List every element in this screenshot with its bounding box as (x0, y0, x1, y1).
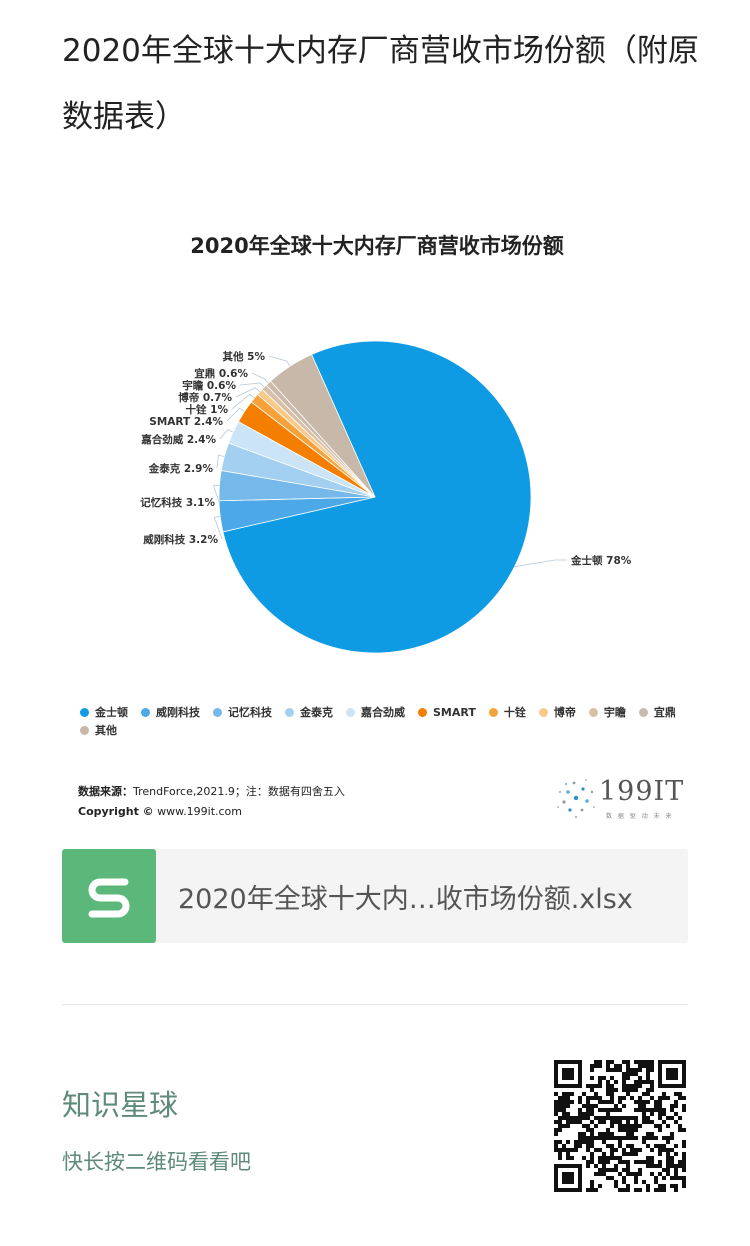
copyright-text: www.199it.com (153, 805, 242, 818)
legend-label: SMART (433, 706, 476, 719)
chart-title: 2020年全球十大内存厂商营收市场份额 (190, 234, 564, 258)
brand-dots-icon (557, 779, 595, 819)
chart-legend: 金士顿 威刚科技 记忆科技 金泰克 嘉合劲威 SMART 十铨 博帝 宇瞻 宜鼎其他 (80, 704, 690, 740)
leader-line (251, 372, 269, 384)
slice-label: 威刚科技 3.2% (143, 533, 218, 546)
legend-item: 博帝 (538, 704, 576, 722)
slice-label: 记忆科技 3.1% (140, 496, 215, 509)
legend-swatch (80, 708, 89, 717)
leader-line (239, 382, 265, 388)
slice-label: 宇瞻 0.6% (182, 379, 236, 392)
pie-chart: 金士顿 78% 威刚科技 3.2% 记忆科技 3.1% 金泰克 2.9% 嘉合劲威 2.… (140, 340, 632, 654)
brand-logo: 199IT 数 据 驱 动 未 来 (552, 772, 685, 824)
legend-swatch (418, 708, 427, 717)
divider (62, 1004, 688, 1005)
leader-line (226, 407, 245, 422)
file-attachment[interactable]: 2020年全球十大内…收市场份额.xlsx (62, 849, 688, 943)
slice-label: 宜鼎 0.6% (194, 367, 248, 380)
legend-swatch (538, 708, 548, 717)
leader-line (212, 484, 220, 503)
legend-item: 嘉合劲威 (346, 704, 405, 722)
source-note: 数据来源：TrendForce,2021.9；注：数据有四舍五入 Copyrig… (78, 782, 345, 822)
legend-swatch (141, 708, 150, 717)
slice-label: 金士顿 78% (570, 554, 632, 567)
legend-item: 宇瞻 (588, 704, 626, 722)
legend-label: 嘉合劲威 (361, 706, 405, 719)
leader-line (235, 387, 261, 398)
brand-name: 199IT (599, 776, 685, 807)
legend-label: 博帝 (553, 706, 576, 719)
legend-label: 其他 (95, 724, 117, 737)
legend-item: 十铨 (488, 704, 526, 722)
slice-label: 嘉合劲威 2.4% (140, 433, 216, 446)
page-title: 2020年全球十大内存厂商营收市场份额（附原数据表） (62, 33, 699, 135)
slice-label: 金泰克 2.9% (148, 462, 214, 475)
legend-swatch (346, 708, 355, 717)
legend-swatch (638, 708, 648, 717)
legend-swatch (80, 726, 89, 735)
legend-label: 宇瞻 (603, 706, 626, 719)
leader-line (219, 429, 234, 440)
leader-line (268, 355, 291, 367)
legend-item: 威刚科技 (141, 704, 200, 722)
promo-subtitle: 快长按二维码看看吧 (62, 1150, 251, 1174)
legend-label: 记忆科技 (228, 706, 272, 719)
legend-swatch (213, 708, 222, 717)
slice-label: 十铨 1% (186, 403, 229, 416)
legend-label: 十铨 (503, 706, 526, 719)
pie-slice (270, 353, 376, 498)
source-label: 数据来源： (78, 785, 133, 798)
slice-label: 其他 5% (223, 350, 266, 363)
legend-item: 金泰克 (285, 704, 333, 722)
legend-label: 宜鼎 (653, 706, 676, 719)
leader-line (213, 516, 223, 540)
leader-line (231, 393, 255, 410)
legend-swatch (488, 708, 498, 717)
legend-label: 金泰克 (300, 706, 333, 719)
slice-label: SMART 2.4% (149, 416, 223, 428)
file-name: 2020年全球十大内…收市场份额.xlsx (178, 884, 633, 915)
source-text: TrendForce,2021.9；注：数据有四舍五入 (133, 785, 345, 798)
chart-card: 金士顿 78% 威刚科技 3.2% 记忆科技 3.1% 金泰克 2.9% 嘉合劲威 2.… (62, 200, 692, 840)
legend-item: SMART (418, 704, 476, 722)
copyright-label: Copyright © (78, 805, 154, 818)
qr-code-icon[interactable] (554, 1060, 686, 1192)
legend-label: 威刚科技 (156, 706, 200, 719)
legend-item: 其他 (80, 722, 117, 740)
legend-item: 宜鼎 (638, 704, 676, 722)
brand-slogan: 数 据 驱 动 未 来 (606, 813, 674, 820)
promo-title: 知识星球 (62, 1088, 179, 1122)
legend-item: 金士顿 (80, 704, 128, 722)
legend-label: 金士顿 (95, 706, 128, 719)
legend-item: 记忆科技 (213, 704, 272, 722)
leader-line (216, 454, 225, 469)
slice-label: 博帝 0.7% (178, 391, 232, 404)
leader-line (514, 559, 567, 568)
legend-swatch (285, 708, 294, 717)
legend-swatch (588, 708, 598, 717)
wps-spreadsheet-icon (62, 849, 156, 943)
